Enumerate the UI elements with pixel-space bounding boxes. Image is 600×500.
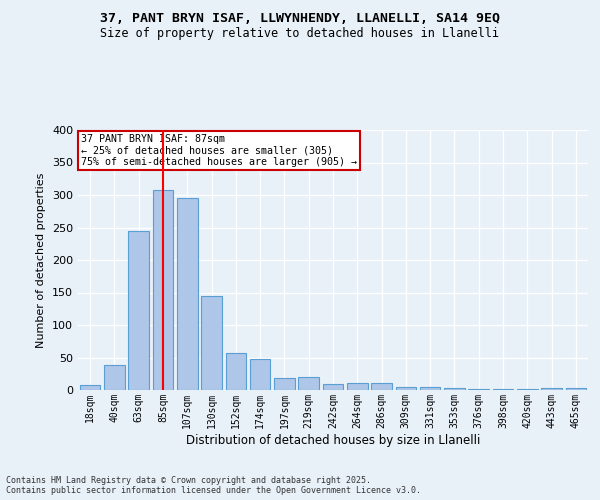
Bar	[152, 190, 173, 390]
Bar	[250, 359, 271, 390]
Bar	[274, 378, 295, 390]
Bar	[420, 388, 440, 390]
Text: 37, PANT BRYN ISAF, LLWYNHENDY, LLANELLI, SA14 9EQ: 37, PANT BRYN ISAF, LLWYNHENDY, LLANELLI…	[100, 12, 500, 26]
Y-axis label: Number of detached properties: Number of detached properties	[37, 172, 46, 348]
Bar	[371, 383, 392, 390]
Bar	[444, 388, 465, 390]
Bar	[104, 366, 125, 390]
Bar	[226, 353, 246, 390]
Bar	[323, 384, 343, 390]
X-axis label: Distribution of detached houses by size in Llanelli: Distribution of detached houses by size …	[186, 434, 480, 446]
Bar	[177, 198, 197, 390]
Bar	[566, 388, 586, 390]
Text: Contains HM Land Registry data © Crown copyright and database right 2025.
Contai: Contains HM Land Registry data © Crown c…	[6, 476, 421, 495]
Bar	[201, 296, 222, 390]
Bar	[469, 388, 489, 390]
Bar	[541, 388, 562, 390]
Bar	[80, 385, 100, 390]
Text: Size of property relative to detached houses in Llanelli: Size of property relative to detached ho…	[101, 28, 499, 40]
Bar	[347, 383, 368, 390]
Text: 37 PANT BRYN ISAF: 87sqm
← 25% of detached houses are smaller (305)
75% of semi-: 37 PANT BRYN ISAF: 87sqm ← 25% of detach…	[80, 134, 356, 167]
Bar	[128, 231, 149, 390]
Bar	[298, 377, 319, 390]
Bar	[395, 387, 416, 390]
